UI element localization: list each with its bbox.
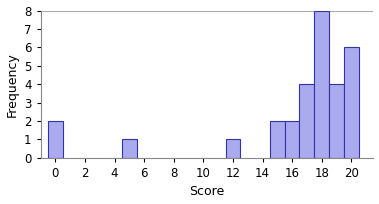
Y-axis label: Frequency: Frequency bbox=[6, 52, 19, 116]
Bar bbox=[122, 140, 137, 158]
X-axis label: Score: Score bbox=[190, 185, 225, 198]
Bar bbox=[285, 121, 299, 158]
Bar bbox=[270, 121, 285, 158]
Bar bbox=[299, 84, 314, 158]
Bar bbox=[314, 11, 329, 158]
Bar bbox=[329, 84, 344, 158]
Bar bbox=[344, 47, 359, 158]
Bar bbox=[48, 121, 63, 158]
Bar bbox=[226, 140, 240, 158]
